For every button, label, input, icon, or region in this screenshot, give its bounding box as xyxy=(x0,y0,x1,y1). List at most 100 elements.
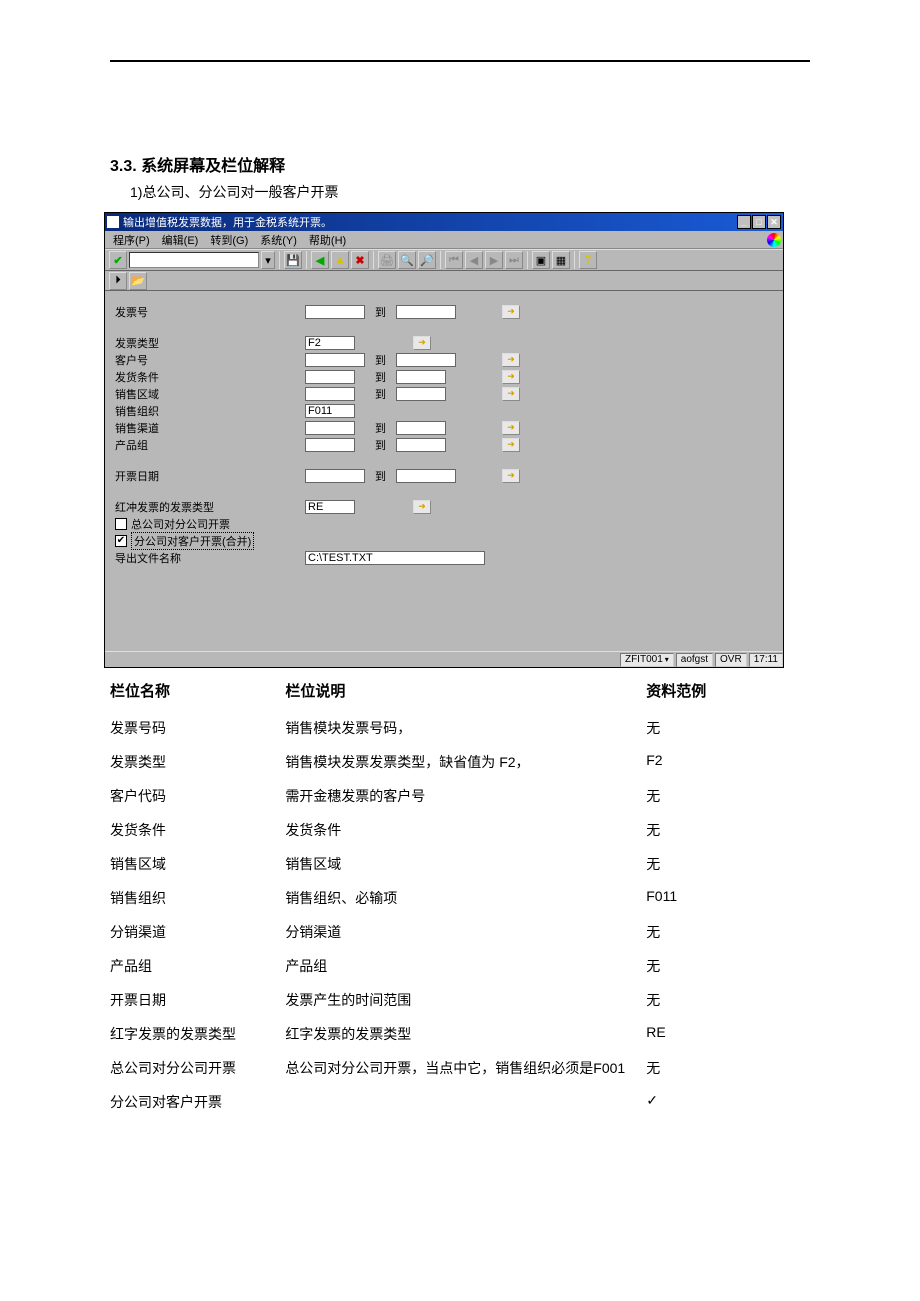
find-icon[interactable]: 🔍 xyxy=(398,251,416,269)
selection-screen: 发票号 到 ➜ 发票类型 ➜ 客户号 到 ➜ xyxy=(105,291,783,651)
menubar: 程序(P) 编辑(E) 转到(G) 系统(Y) 帮助(H) xyxy=(105,231,783,249)
cell-name: 开票日期 xyxy=(110,983,285,1017)
label-delivery-cond: 发货条件 xyxy=(115,369,305,385)
tcode-input[interactable] xyxy=(129,252,259,268)
sap-window: 输出增值税发票数据，用于金税系统开票。 _ □ ✕ 程序(P) 编辑(E) 转到… xyxy=(104,212,784,668)
cell-name: 分公司对客户开票 xyxy=(110,1085,285,1119)
label-invoice-no: 发票号 xyxy=(115,304,305,320)
sales-org-input[interactable] xyxy=(305,404,355,418)
cell-example: 无 xyxy=(646,711,770,745)
billing-date-range-button[interactable]: ➜ xyxy=(502,469,520,483)
product-group-from-input[interactable] xyxy=(305,438,355,452)
cell-desc: 产品组 xyxy=(285,949,646,983)
sales-channel-range-button[interactable]: ➜ xyxy=(502,421,520,435)
sales-region-range-button[interactable]: ➜ xyxy=(502,387,520,401)
label-sales-region: 销售区域 xyxy=(115,386,305,402)
red-type-range-button[interactable]: ➜ xyxy=(413,500,431,514)
page-rule xyxy=(110,60,810,62)
sales-region-to-input[interactable] xyxy=(396,387,446,401)
to-label-1: 到 xyxy=(375,304,386,320)
minimize-button[interactable]: _ xyxy=(737,215,751,229)
cell-name: 销售区域 xyxy=(110,847,285,881)
cell-name: 客户代码 xyxy=(110,779,285,813)
field-description-table: 栏位名称 栏位说明 资料范例 发票号码销售模块发票号码，无发票类型销售模块发票发… xyxy=(110,676,770,1119)
cell-desc: 销售组织、必输项 xyxy=(285,881,646,915)
cell-example: 无 xyxy=(646,983,770,1017)
to-label-5: 到 xyxy=(375,420,386,436)
checkbox-branch-to-cust[interactable]: ✔ xyxy=(115,535,127,547)
subheading: 1)总公司、分公司对一般客户开票 xyxy=(130,182,810,202)
export-file-input[interactable] xyxy=(305,551,485,565)
cell-name: 总公司对分公司开票 xyxy=(110,1051,285,1085)
menu-system[interactable]: 系统(Y) xyxy=(254,232,303,248)
cancel-icon[interactable]: ✖ xyxy=(351,251,369,269)
cell-desc xyxy=(285,1085,646,1119)
back-icon[interactable]: ◀ xyxy=(311,251,329,269)
cell-example: F2 xyxy=(646,745,770,779)
billing-date-to-input[interactable] xyxy=(396,469,456,483)
label-billing-date: 开票日期 xyxy=(115,468,305,484)
customer-to-input[interactable] xyxy=(396,353,456,367)
cell-name: 分销渠道 xyxy=(110,915,285,949)
status-mode: OVR xyxy=(715,653,747,667)
menu-goto[interactable]: 转到(G) xyxy=(204,232,254,248)
customer-range-button[interactable]: ➜ xyxy=(502,353,520,367)
label-product-group: 产品组 xyxy=(115,437,305,453)
cell-example: RE xyxy=(646,1017,770,1051)
invoice-no-from-input[interactable] xyxy=(305,305,365,319)
invoice-type-input[interactable] xyxy=(305,336,355,350)
menu-edit[interactable]: 编辑(E) xyxy=(156,232,205,248)
app-icon xyxy=(107,216,119,228)
delivery-cond-from-input[interactable] xyxy=(305,370,355,384)
exit-icon[interactable]: ▲ xyxy=(331,251,349,269)
sales-channel-from-input[interactable] xyxy=(305,421,355,435)
product-group-to-input[interactable] xyxy=(396,438,446,452)
print-icon[interactable]: 🖨 xyxy=(378,251,396,269)
sales-channel-to-input[interactable] xyxy=(396,421,446,435)
table-row: 开票日期发票产生的时间范围无 xyxy=(110,983,770,1017)
billing-date-from-input[interactable] xyxy=(305,469,365,483)
find-next-icon[interactable]: 🔎 xyxy=(418,251,436,269)
first-page-icon[interactable]: ⏮ xyxy=(445,251,463,269)
cell-desc: 需开金穗发票的客户号 xyxy=(285,779,646,813)
table-row: 销售组织销售组织、必输项F011 xyxy=(110,881,770,915)
shortcut-icon[interactable]: ▦ xyxy=(552,251,570,269)
next-page-icon[interactable]: ▶ xyxy=(485,251,503,269)
customer-from-input[interactable] xyxy=(305,353,365,367)
invoice-no-to-input[interactable] xyxy=(396,305,456,319)
delivery-cond-range-button[interactable]: ➜ xyxy=(502,370,520,384)
maximize-button[interactable]: □ xyxy=(752,215,766,229)
product-group-range-button[interactable]: ➜ xyxy=(502,438,520,452)
invoice-no-range-button[interactable]: ➜ xyxy=(502,305,520,319)
status-time: 17:11 xyxy=(749,653,783,667)
cell-example: 无 xyxy=(646,1051,770,1085)
execute-icon[interactable]: ⏵ xyxy=(109,272,127,290)
sales-region-from-input[interactable] xyxy=(305,387,355,401)
th-name: 栏位名称 xyxy=(110,676,285,711)
close-button[interactable]: ✕ xyxy=(767,215,781,229)
label-hq-to-branch: 总公司对分公司开票 xyxy=(131,516,230,532)
table-row: 发票类型销售模块发票发票类型，缺省值为 F2，F2 xyxy=(110,745,770,779)
delivery-cond-to-input[interactable] xyxy=(396,370,446,384)
cell-example: 无 xyxy=(646,779,770,813)
last-page-icon[interactable]: ⏭ xyxy=(505,251,523,269)
table-row: 发票号码销售模块发票号码，无 xyxy=(110,711,770,745)
invoice-type-range-button[interactable]: ➜ xyxy=(413,336,431,350)
tcode-dropdown-icon[interactable]: ▾ xyxy=(261,251,275,269)
menu-help[interactable]: 帮助(H) xyxy=(303,232,352,248)
to-label-6: 到 xyxy=(375,437,386,453)
enter-icon[interactable]: ✔ xyxy=(109,251,127,269)
checkbox-hq-to-branch[interactable] xyxy=(115,518,127,530)
status-tcode[interactable]: ZFIT001 xyxy=(620,653,674,667)
new-session-icon[interactable]: ▣ xyxy=(532,251,550,269)
save-icon[interactable]: 💾 xyxy=(284,251,302,269)
table-row: 总公司对分公司开票总公司对分公司开票，当点中它，销售组织必须是F001无 xyxy=(110,1051,770,1085)
prev-page-icon[interactable]: ◀ xyxy=(465,251,483,269)
menu-program[interactable]: 程序(P) xyxy=(107,232,156,248)
help-icon[interactable]: ? xyxy=(579,251,597,269)
variant-icon[interactable]: 📂 xyxy=(129,272,147,290)
to-label-7: 到 xyxy=(375,468,386,484)
cell-desc: 红字发票的发票类型 xyxy=(285,1017,646,1051)
red-type-input[interactable] xyxy=(305,500,355,514)
table-row: 产品组产品组无 xyxy=(110,949,770,983)
